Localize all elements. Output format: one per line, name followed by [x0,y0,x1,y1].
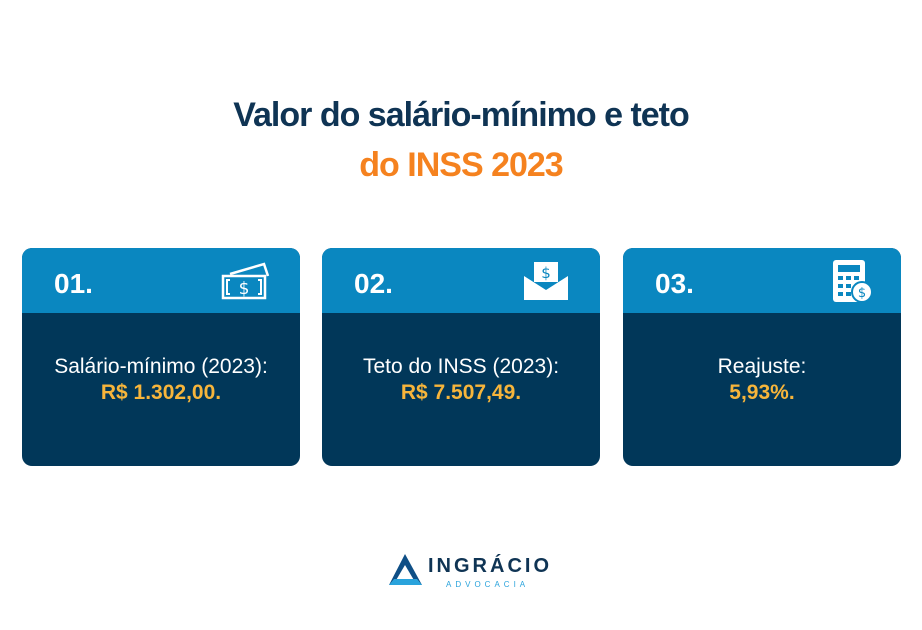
card-value: R$ 7.507,49. [400,380,522,404]
money-envelope-icon: $ [524,262,568,300]
card-number: 03. [655,268,694,299]
card-label: Reajuste: [717,354,807,378]
svg-text:$: $ [858,286,866,301]
card-inss-ceiling: 02. $ Teto do INSS (2023): R$ 7.507,49. [322,248,600,466]
card-value: 5,93%. [729,380,795,404]
card-minimum-wage: 01. $ Salário-mínimo (2023): R$ 1.302,00… [22,248,300,466]
ingracio-logo: INGRÁCIO ADVOCACIA [388,553,549,593]
card-adjustment: 03. $ Reajuste: 5,93%. [623,248,901,466]
card-header: 03. $ [623,248,901,313]
card-number: 02. [354,268,393,299]
svg-text:$: $ [239,279,250,299]
card-label: Salário-mínimo (2023): [54,354,268,378]
card-header: 01. $ [22,248,300,313]
page-title: Valor do salário-mínimo e teto [233,96,690,134]
money-bills-icon: $ [221,262,270,300]
card-label: Teto do INSS (2023): [362,354,560,378]
calculator-dollar-icon: $ [833,260,873,303]
card-header: 02. $ [322,248,600,313]
card-body: Reajuste: 5,93%. [623,313,901,466]
svg-text:$: $ [541,264,551,282]
card-number: 01. [54,268,93,299]
card-body: Salário-mínimo (2023): R$ 1.302,00. [22,313,300,466]
logo-name: INGRÁCIO [428,555,552,577]
page-subtitle: do INSS 2023 [359,146,563,184]
card-value: R$ 1.302,00. [100,380,222,404]
card-body: Teto do INSS (2023): R$ 7.507,49. [322,313,600,466]
triangle-logo-icon [389,554,422,585]
logo-subtitle: ADVOCACIA [446,580,530,589]
